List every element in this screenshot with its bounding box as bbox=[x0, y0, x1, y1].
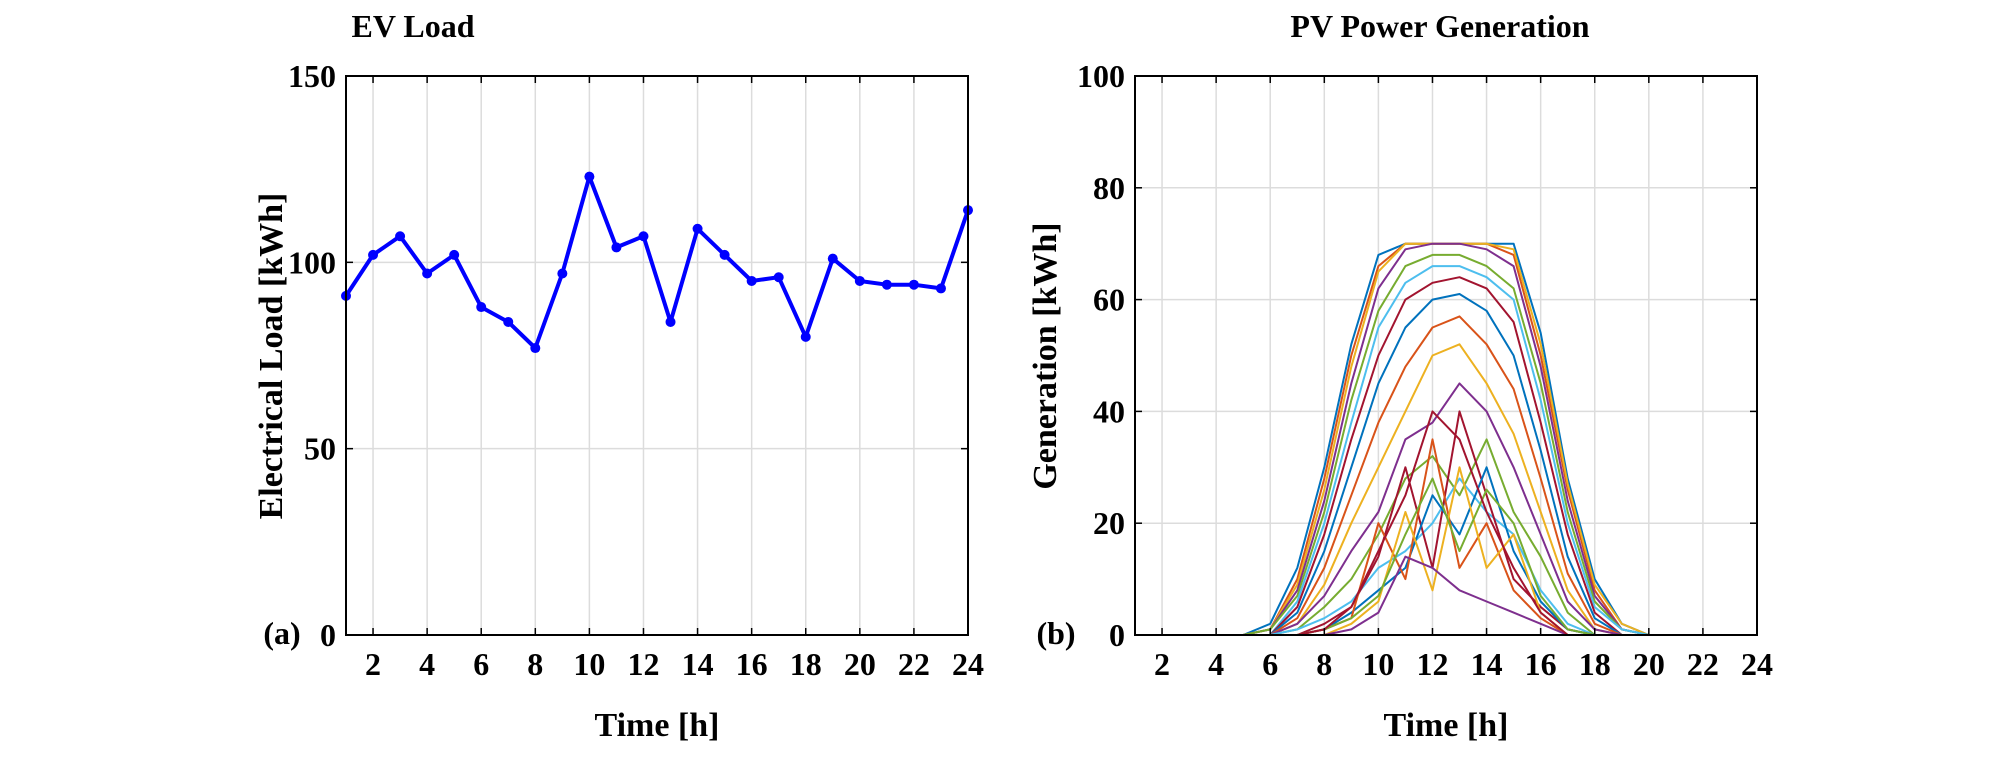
panel-a-data-point bbox=[449, 249, 460, 260]
panel-a-data-point bbox=[638, 231, 649, 242]
panel-a-ytick-label: 50 bbox=[304, 431, 336, 467]
panel-b-xtick-label: 10 bbox=[1362, 646, 1394, 682]
panel-b-ytick-label: 100 bbox=[1077, 58, 1125, 94]
panel-a-data-point bbox=[476, 302, 487, 313]
panel-a-data-point bbox=[881, 279, 892, 290]
panel-a-data-point bbox=[584, 171, 595, 182]
panel-a-data-point bbox=[611, 242, 622, 253]
panel-b-xtick-label: 12 bbox=[1416, 646, 1448, 682]
panel-a-data-point bbox=[827, 253, 838, 264]
panel-a-data-point bbox=[719, 249, 730, 260]
panel-a-xtick-label: 18 bbox=[790, 646, 822, 682]
panel-a-ytick-label: 0 bbox=[320, 617, 336, 653]
panel-a-ylabel: Electrical Load [kWh] bbox=[253, 193, 290, 520]
panel-b-pv-generation: PV Power Generation 2 4 6 8 10 12 14 16 18 20 22 24… bbox=[1027, 8, 1773, 744]
panel-b-xtick-label: 4 bbox=[1208, 646, 1224, 682]
panel-b-xtick-label: 24 bbox=[1741, 646, 1773, 682]
panel-a-xtick-label: 2 bbox=[365, 646, 381, 682]
panel-b-axes-box bbox=[1134, 75, 1758, 636]
panel-b-xtick-label: 14 bbox=[1471, 646, 1503, 682]
panel-a-series bbox=[341, 171, 973, 354]
panel-a-data-point bbox=[935, 283, 946, 294]
panel-a-xtick-label: 24 bbox=[952, 646, 984, 682]
panel-b-xtick-label: 20 bbox=[1633, 646, 1665, 682]
panel-a-xtick-label: 12 bbox=[627, 646, 659, 682]
panel-b-xtick-label: 2 bbox=[1154, 646, 1170, 682]
panel-a-axes-box bbox=[345, 75, 969, 636]
panel-b-title: PV Power Generation bbox=[1290, 8, 1589, 44]
panel-b-xtick-label: 18 bbox=[1579, 646, 1611, 682]
panel-a-label: (a) bbox=[263, 615, 300, 651]
panel-a-data-point bbox=[800, 331, 811, 342]
panel-b-label: (b) bbox=[1036, 615, 1075, 651]
panel-b-ylabel: Generation [kWh] bbox=[1027, 222, 1064, 489]
panel-a-xtick-label: 10 bbox=[573, 646, 605, 682]
panel-b-xtick-label: 16 bbox=[1525, 646, 1557, 682]
panel-b-xtick-label: 8 bbox=[1316, 646, 1332, 682]
panel-b-ytick-label: 20 bbox=[1093, 505, 1125, 541]
panel-b-ytick-label: 0 bbox=[1109, 617, 1125, 653]
panel-a-data-point bbox=[773, 272, 784, 283]
panel-a-data-point bbox=[692, 223, 703, 234]
panel-b-ytick-label: 80 bbox=[1093, 170, 1125, 206]
panel-a-data-point bbox=[746, 275, 757, 286]
panel-a-xtick-label: 20 bbox=[844, 646, 876, 682]
panel-a-xtick-label: 6 bbox=[473, 646, 489, 682]
panel-b-xtick-label: 6 bbox=[1262, 646, 1278, 682]
panel-b-ytick-label: 60 bbox=[1093, 282, 1125, 318]
panel-a-title: EV Load bbox=[351, 8, 474, 44]
panel-a-xtick-label: 16 bbox=[736, 646, 768, 682]
panel-a-data-point bbox=[503, 316, 514, 327]
panel-a-xlabel: Time [h] bbox=[595, 707, 720, 744]
panel-b-xlabel: Time [h] bbox=[1384, 707, 1509, 744]
panel-a-data-point bbox=[557, 268, 568, 279]
panel-a-plot-area bbox=[346, 76, 968, 635]
panel-a-data-point bbox=[665, 316, 676, 327]
panel-a-xtick-label: 14 bbox=[682, 646, 714, 682]
panel-b-xtick-label: 22 bbox=[1687, 646, 1719, 682]
panel-a-xtick-label: 22 bbox=[898, 646, 930, 682]
panel-a-ytick-label: 150 bbox=[288, 58, 336, 94]
panel-a-data-point bbox=[368, 249, 379, 260]
panel-a-xtick-label: 8 bbox=[527, 646, 543, 682]
panel-a-xtick-label: 4 bbox=[419, 646, 435, 682]
panel-a-data-point bbox=[395, 231, 406, 242]
panel-a-ytick-label: 100 bbox=[288, 244, 336, 280]
panel-a-data-point bbox=[422, 268, 433, 279]
panel-a-data-point bbox=[854, 275, 865, 286]
panel-a-data-point bbox=[530, 343, 541, 354]
panel-a-data-point bbox=[908, 279, 919, 290]
panel-b-ytick-label: 40 bbox=[1093, 393, 1125, 429]
panel-b-plot-area bbox=[1135, 76, 1757, 635]
